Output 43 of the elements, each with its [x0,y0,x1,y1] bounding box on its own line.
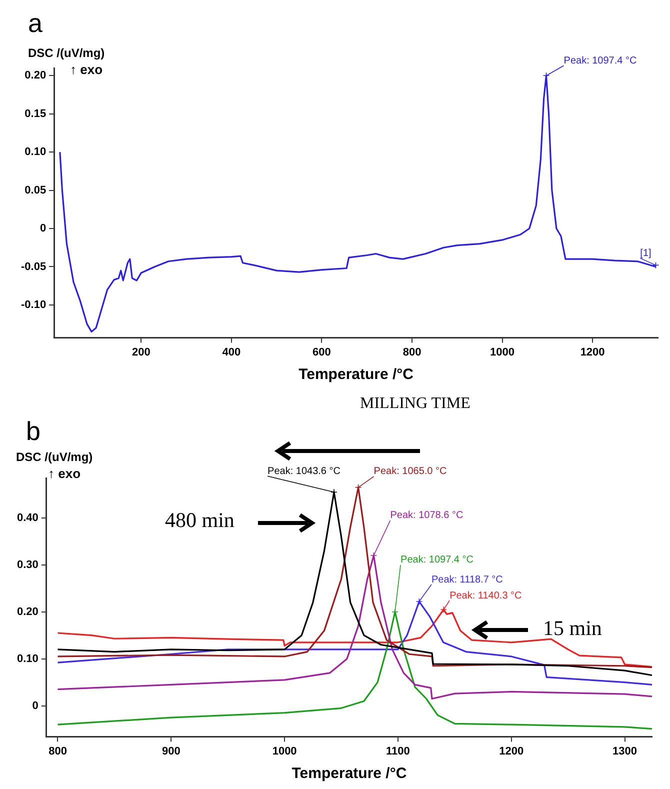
annotation: Peak: 1078.6 °C [390,510,464,522]
annotation: Peak: 1097.4 °C [564,55,637,66]
y-tick-label: 0.15 [24,108,46,120]
y-tick-label: 0.10 [24,146,46,158]
x-tick-label: 1300 [612,745,638,758]
x-tick-label: 1000 [272,745,297,758]
x-tick-label: 1200 [499,745,524,758]
annotation: Peak: 1140.3 °C [450,590,522,602]
x-tick-label: 1000 [490,346,515,358]
annotation: ↑ exo [48,466,81,481]
annotation: 480 min [165,508,234,533]
annotation: Peak: 1043.6 °C [268,466,340,477]
y-tick-label: 0.20 [24,70,46,82]
y-tick-label: 0.20 [16,606,38,618]
annotation: [1] [640,248,652,259]
annotation: Peak: 1065.0 °C [374,466,447,478]
x-tick-label: 600 [312,346,331,358]
y-tick-label: 0.30 [16,558,38,571]
x-tick-label: 800 [48,745,67,758]
x-axis-title: Temperature /°C [292,765,407,782]
x-tick-label: 900 [162,745,180,758]
annotation: Peak: 1097.4 °C [400,554,474,566]
chart-title: b [26,416,40,447]
y-axis-title: DSC /(uV/mg) [28,46,105,60]
x-axis-title: Temperature /°C [298,366,414,384]
y-tick-label: 0 [40,222,46,235]
y-tick-label: -0.10 [20,298,46,311]
x-tick-label: 200 [132,346,150,358]
y-axis-title: DSC /(uV/mg) [16,450,93,464]
annotation: 15 min [543,616,602,641]
y-tick-label: 0 [32,700,38,712]
annotation: ↑ exo [70,62,103,77]
x-tick-label: 1200 [580,346,605,358]
x-tick-label: 800 [402,346,422,358]
y-tick-label: 0.10 [16,652,38,665]
annotation: Peak: 1118.7 °C [431,574,503,586]
y-tick-label: 0.40 [16,512,38,524]
chart-title: a [28,8,42,39]
y-tick-label: -0.05 [20,260,46,273]
text: MILLING TIME [360,395,470,413]
y-tick-label: 0.05 [24,184,46,196]
x-tick-label: 1100 [386,745,410,758]
x-tick-label: 400 [222,346,241,358]
